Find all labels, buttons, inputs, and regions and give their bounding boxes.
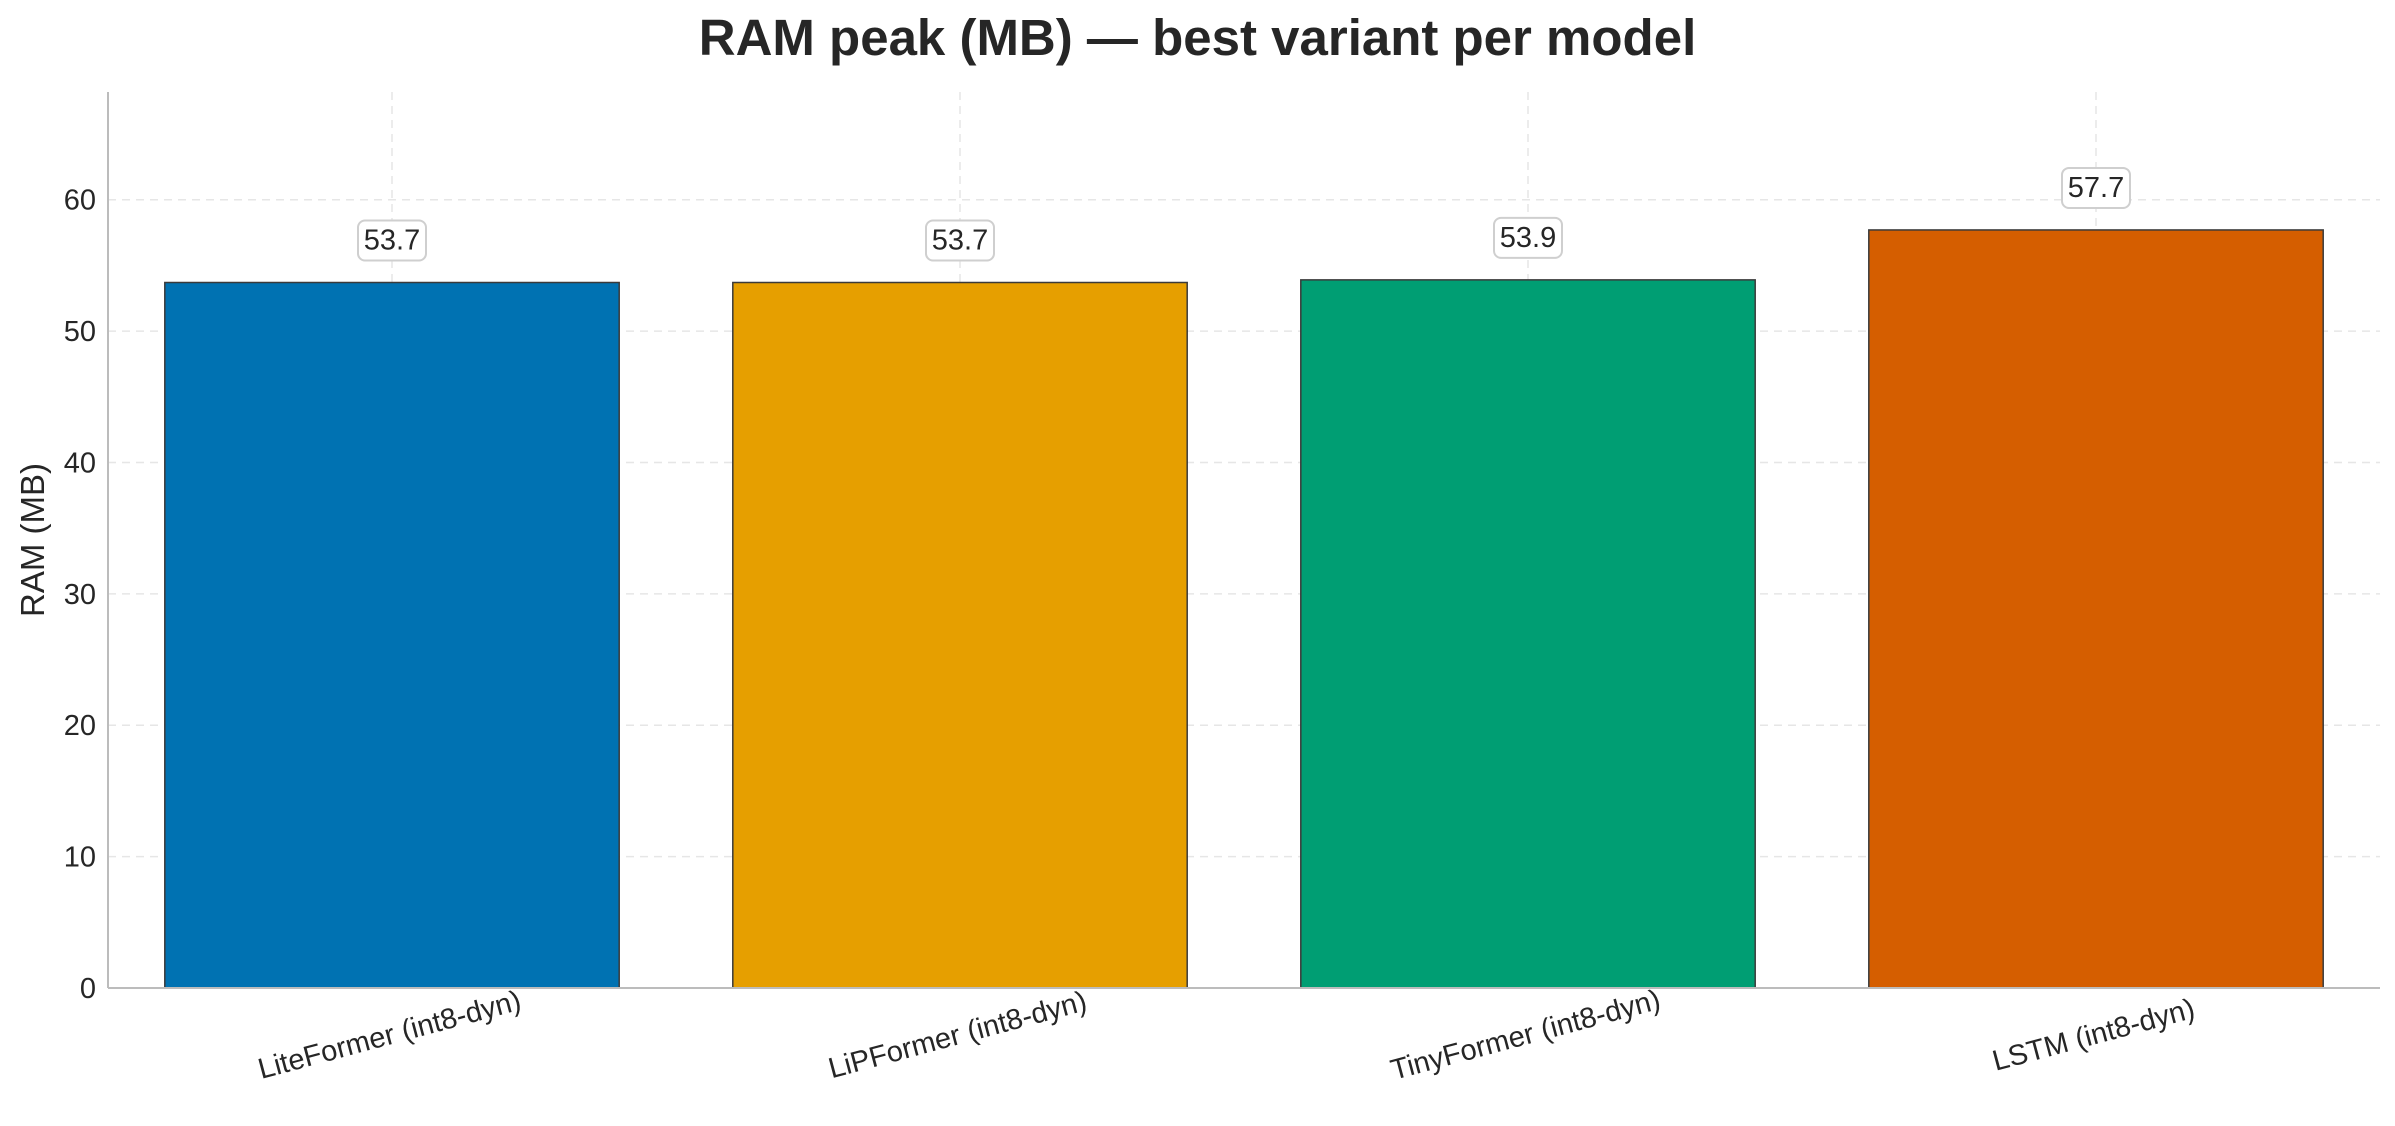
data-label: 53.7 [932, 224, 988, 256]
bar [164, 281, 620, 989]
data-label-box [357, 219, 427, 262]
y-tick-label: 60 [64, 185, 96, 217]
y-tick-label: 10 [64, 842, 96, 874]
data-label: 53.7 [364, 224, 420, 256]
axes-layer [107, 92, 2380, 989]
data-label: 57.7 [2068, 172, 2124, 204]
y-tick-label: 40 [64, 447, 96, 479]
y-tick-label: 0 [80, 973, 96, 1005]
y-axis-title: RAM (MB) [14, 463, 51, 617]
data-label-box [1493, 216, 1563, 259]
chart-title: RAM peak (MB) — best variant per model [698, 9, 1697, 66]
bars-layer [164, 229, 2324, 989]
y-tick-label: 20 [64, 710, 96, 742]
data-label-box [925, 219, 995, 262]
y-tick-label: 50 [64, 316, 96, 348]
bar [1300, 279, 1756, 989]
x-tick-label: LiPFormer (int8-dyn) [825, 985, 1090, 1085]
bar [732, 281, 1188, 989]
x-tick-label: LSTM (int8-dyn) [1989, 993, 2198, 1078]
labels-layer: 53.7 53.7 53.9 57.7 [357, 166, 2131, 262]
x-tick-label: LiteFormer (int8-dyn) [255, 985, 525, 1086]
data-label: 53.9 [1500, 222, 1556, 254]
y-tick-label: 30 [64, 579, 96, 611]
x-tick-label: TinyFormer (int8-dyn) [1387, 984, 1664, 1087]
bar [1868, 229, 2324, 989]
data-label-box [2061, 166, 2131, 209]
